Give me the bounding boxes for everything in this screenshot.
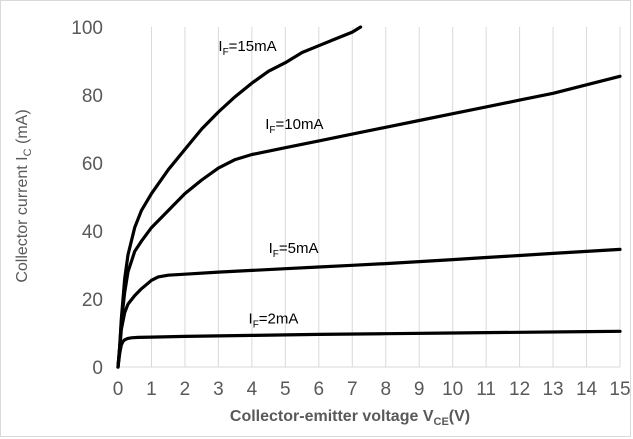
y-tick-label: 80	[82, 86, 103, 107]
series-line-0	[116, 25, 363, 369]
series-label-1: IF=10mA	[265, 116, 323, 136]
y-axis-tick-labels: 0 20 40 60 80 100	[71, 18, 103, 379]
y-tick-label: 40	[82, 222, 103, 243]
x-tick-label: 13	[542, 379, 563, 400]
x-tick-label: 14	[576, 379, 598, 400]
y-tick-label: 0	[92, 358, 103, 379]
series-label-0: IF=15mA	[218, 38, 276, 58]
x-tick-label: 8	[380, 379, 391, 400]
y-tick-label: 20	[82, 290, 103, 311]
x-tick-label: 11	[476, 379, 496, 400]
x-tick-label: 12	[509, 379, 530, 400]
x-tick-label: 6	[314, 379, 325, 400]
x-axis-tick-labels: 0 1 2 3 4 5 6 7 8 9 10 11 12 13 14 15	[113, 379, 631, 400]
x-tick-label: 0	[113, 379, 124, 400]
y-tick-label: 100	[71, 18, 103, 39]
series-line-3	[116, 329, 622, 369]
series-label-2: IF=5mA	[269, 240, 319, 260]
y-axis-title: Collector current IC (mA)	[14, 109, 34, 282]
x-tick-label: 5	[280, 379, 291, 400]
x-axis-title: Collector-emitter voltage VCE(V)	[230, 408, 470, 428]
series-lines	[116, 25, 622, 369]
x-tick-label: 1	[146, 379, 157, 400]
x-tick-label: 10	[442, 379, 463, 400]
x-tick-label: 7	[347, 379, 358, 400]
series-labels: IF=15mA IF=10mA IF=5mA IF=2mA	[218, 38, 323, 331]
vertical-gridlines	[150, 27, 621, 367]
x-tick-label: 4	[247, 379, 258, 400]
series-line-1	[116, 74, 622, 369]
x-tick-label: 2	[180, 379, 191, 400]
y-tick-label: 60	[82, 154, 103, 175]
x-tick-label: 9	[414, 379, 425, 400]
series-label-3: IF=2mA	[249, 310, 299, 330]
series-line-2	[116, 247, 622, 369]
x-tick-label: 3	[213, 379, 224, 400]
x-tick-label: 15	[609, 379, 630, 400]
